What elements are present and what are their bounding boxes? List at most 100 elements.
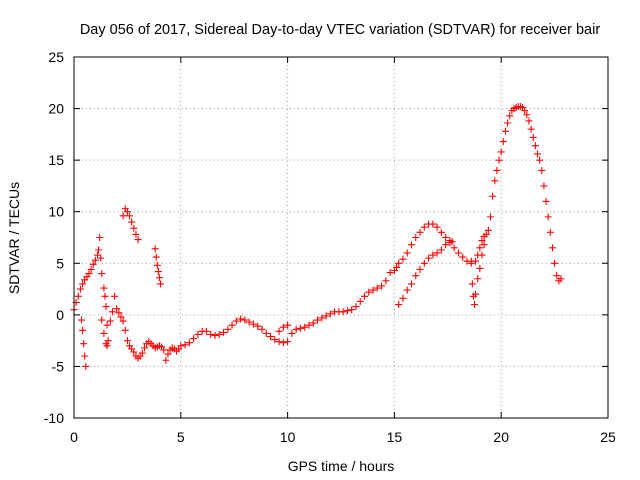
data-point: [506, 112, 514, 120]
data-point: [132, 230, 140, 238]
data-point: [93, 251, 101, 259]
data-point: [529, 133, 537, 141]
data-point: [77, 316, 85, 324]
data-point: [128, 218, 136, 226]
data-point: [220, 328, 228, 336]
data-point: [525, 117, 533, 125]
data-point: [113, 305, 121, 313]
data-point: [177, 342, 185, 350]
data-point: [91, 256, 99, 264]
data-point: [207, 330, 215, 338]
data-point: [224, 325, 232, 333]
x-axis-label: GPS time / hours: [288, 458, 395, 474]
data-point: [442, 241, 450, 249]
data-point: [382, 277, 390, 285]
data-point: [544, 213, 552, 221]
data-point: [369, 286, 377, 294]
data-point: [403, 249, 411, 257]
data-point: [393, 263, 401, 271]
data-point: [480, 241, 488, 249]
data-point: [314, 316, 322, 324]
data-point: [343, 307, 351, 315]
data-point: [356, 297, 364, 305]
data-point: [296, 324, 304, 332]
data-point: [420, 259, 428, 267]
data-point: [437, 228, 445, 236]
data-point: [96, 234, 104, 241]
data-point: [95, 246, 103, 254]
y-tick-label: 10: [48, 204, 64, 220]
data-point: [79, 326, 87, 334]
y-tick-label: -10: [44, 410, 64, 426]
data-point: [249, 320, 257, 328]
data-point: [420, 223, 428, 231]
data-point: [348, 306, 356, 314]
data-point: [491, 177, 499, 185]
data-point: [412, 234, 420, 241]
data-point: [115, 309, 123, 317]
y-tick-label: -5: [52, 358, 65, 374]
data-point: [454, 249, 462, 257]
data-point: [194, 330, 202, 338]
data-point: [450, 244, 458, 252]
data-point: [471, 301, 478, 309]
data-point: [123, 337, 131, 345]
y-axis-label: SDTVAR / TECUs: [6, 182, 22, 294]
x-tick-label: 25: [600, 429, 616, 445]
data-point: [258, 325, 266, 333]
data-point: [501, 127, 509, 135]
data-point: [284, 338, 292, 346]
data-point: [478, 251, 486, 259]
data-point: [416, 265, 424, 273]
data-point: [292, 325, 300, 333]
y-tick-label: 0: [56, 307, 64, 323]
data-point: [360, 292, 368, 300]
data-point: [79, 280, 87, 288]
data-point: [521, 107, 529, 115]
data-point: [76, 285, 84, 293]
data-point: [119, 317, 127, 325]
data-point: [468, 280, 476, 288]
data-point: [478, 237, 486, 245]
x-tick-label: 0: [70, 429, 78, 445]
data-point: [103, 321, 111, 329]
data-point: [98, 316, 106, 324]
x-tick-label: 5: [177, 429, 185, 445]
data-point: [489, 192, 497, 200]
data-point: [284, 321, 292, 329]
data-point: [275, 327, 283, 335]
data-point: [499, 138, 507, 146]
data-point: [117, 313, 125, 321]
data-point: [185, 339, 193, 347]
data-point: [100, 329, 108, 337]
data-point: [493, 166, 501, 174]
data-point: [476, 264, 484, 272]
data-point: [262, 329, 270, 337]
y-tick-label: 5: [56, 255, 64, 271]
data-point: [399, 294, 407, 302]
data-point: [395, 259, 403, 267]
data-point: [540, 182, 548, 190]
data-point: [87, 265, 95, 273]
data-point: [279, 339, 287, 347]
data-point: [534, 150, 542, 158]
data-point: [472, 290, 480, 298]
data-point: [232, 317, 240, 325]
y-tick-label: 20: [48, 101, 64, 117]
data-point: [433, 249, 441, 257]
data-point: [309, 319, 317, 327]
data-point: [140, 344, 148, 352]
data-point: [254, 322, 262, 330]
data-point: [474, 275, 482, 283]
data-point: [89, 260, 97, 268]
data-point: [548, 244, 556, 252]
data-point: [80, 340, 88, 348]
data-point: [495, 156, 503, 164]
data-point: [153, 261, 161, 269]
data-point: [386, 269, 394, 277]
data-point: [164, 350, 172, 358]
data-point: [416, 228, 424, 236]
data-point: [130, 224, 138, 232]
data-point: [101, 292, 109, 300]
